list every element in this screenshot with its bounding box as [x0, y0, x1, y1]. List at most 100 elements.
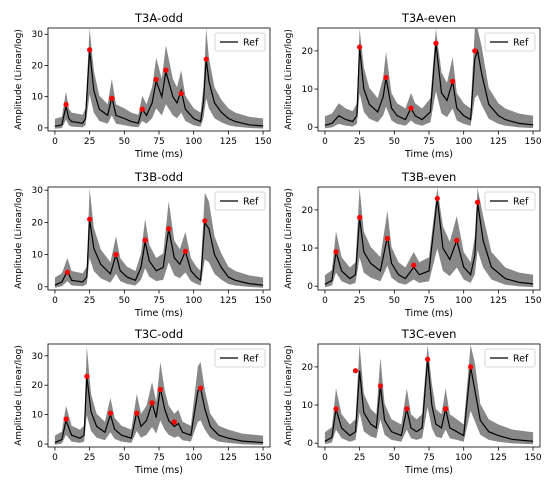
x-tick-label: 50 [119, 137, 131, 147]
y-tick-label: 30 [32, 30, 44, 40]
y-tick-label: 0 [37, 440, 43, 450]
peak-marker [107, 410, 114, 416]
y-tick-label: 0 [307, 282, 313, 292]
x-tick-label: 25 [354, 453, 365, 463]
y-axis-label: Amplitude (Linear/log) [284, 345, 294, 446]
variability-band [54, 28, 264, 129]
x-tick-label: 150 [524, 296, 541, 306]
peak-marker [384, 235, 390, 242]
variability-band [54, 188, 264, 288]
peak-marker [468, 364, 474, 370]
x-tick-label: 50 [389, 296, 401, 306]
legend-label: Ref [513, 354, 529, 365]
peak-marker [357, 44, 363, 50]
x-axis-label: Time (ms) [404, 149, 453, 160]
peak-marker [178, 90, 184, 97]
y-tick-label: 0 [37, 124, 43, 134]
peak-marker [383, 74, 389, 81]
x-tick-label: 0 [52, 137, 58, 147]
peak-marker [84, 373, 90, 379]
x-axis-label: Time (ms) [134, 465, 183, 476]
peak-marker [171, 419, 177, 425]
x-tick-label: 75 [423, 137, 434, 147]
x-axis-label: Time (ms) [134, 308, 183, 319]
x-tick-label: 125 [220, 453, 237, 463]
subplot-title: T3C-odd [134, 327, 183, 341]
legend-label: Ref [513, 197, 529, 208]
y-tick-label: 20 [302, 363, 314, 373]
peak-marker [425, 356, 431, 362]
ref-line [324, 198, 534, 285]
peak-marker [472, 48, 478, 54]
peak-marker [113, 251, 119, 258]
y-tick-label: 10 [302, 85, 314, 95]
x-tick-label: 0 [322, 137, 328, 147]
peak-marker [434, 195, 440, 202]
peak-marker [153, 76, 159, 83]
legend-label: Ref [243, 354, 259, 365]
x-tick-label: 150 [254, 137, 271, 147]
y-axis-label: Amplitude (Linear/log) [14, 188, 24, 289]
ref-line [54, 376, 264, 444]
x-tick-label: 75 [423, 296, 434, 306]
x-axis-label: Time (ms) [134, 149, 183, 160]
x-tick-label: 100 [185, 137, 202, 147]
peak-marker [198, 385, 204, 391]
peak-marker [64, 269, 71, 275]
x-tick-label: 100 [455, 137, 472, 147]
subplot-t3b-even: 0 25 50 75 100 125 150 0 10 20 T3B-even Time (ms) Am… [284, 170, 542, 319]
peak-marker [474, 199, 481, 205]
peak-marker [333, 249, 339, 255]
legend: Ref [214, 32, 266, 52]
legend-label: Ref [243, 197, 259, 208]
y-tick-label: 0 [307, 123, 313, 133]
x-tick-label: 25 [354, 296, 365, 306]
peak-marker [163, 67, 169, 73]
y-tick-label: 30 [32, 352, 44, 362]
ref-line [324, 43, 534, 126]
y-tick-label: 10 [302, 401, 314, 411]
ref-line [54, 219, 264, 286]
legend: Ref [214, 348, 266, 368]
x-tick-label: 0 [52, 453, 58, 463]
x-tick-label: 150 [254, 296, 271, 306]
peak-marker [109, 95, 115, 101]
peak-marker [443, 406, 449, 412]
peak-marker [87, 216, 93, 222]
peak-marker [63, 101, 69, 108]
y-axis-label: Amplitude (Linear/log) [14, 345, 24, 446]
peak-marker [357, 214, 363, 221]
peak-marker [454, 237, 460, 244]
x-tick-label: 100 [185, 296, 202, 306]
y-tick-label: 20 [32, 218, 44, 228]
x-tick-label: 0 [322, 453, 328, 463]
y-tick-label: 10 [32, 251, 44, 261]
peak-marker [63, 416, 69, 422]
y-tick-label: 0 [307, 439, 313, 449]
x-tick-label: 75 [153, 453, 164, 463]
y-tick-label: 20 [32, 61, 44, 71]
x-tick-label: 25 [84, 453, 95, 463]
peak-marker [333, 406, 339, 412]
legend: Ref [484, 32, 536, 52]
legend-box [484, 348, 536, 368]
subplot-title: T3B-even [401, 170, 457, 184]
peak-marker [202, 218, 208, 224]
x-tick-label: 100 [455, 453, 472, 463]
peak-marker [203, 56, 209, 62]
x-tick-label: 25 [84, 137, 95, 147]
subplot-t3c-odd: 0 25 50 75 100 125 150 0 10 20 30 T3C-odd Time (ms) A… [14, 327, 272, 476]
y-tick-label: 10 [302, 244, 314, 254]
y-tick-label: 20 [32, 381, 44, 391]
subplot-title: T3C-even [401, 327, 457, 341]
x-tick-label: 125 [490, 137, 507, 147]
x-tick-label: 150 [524, 453, 541, 463]
y-tick-label: 30 [32, 186, 44, 196]
x-tick-label: 75 [153, 296, 164, 306]
x-tick-label: 50 [119, 453, 131, 463]
x-tick-label: 75 [423, 453, 434, 463]
legend-box [484, 191, 536, 211]
legend-label: Ref [513, 38, 529, 49]
peak-marker [404, 406, 410, 412]
x-tick-label: 150 [254, 453, 271, 463]
